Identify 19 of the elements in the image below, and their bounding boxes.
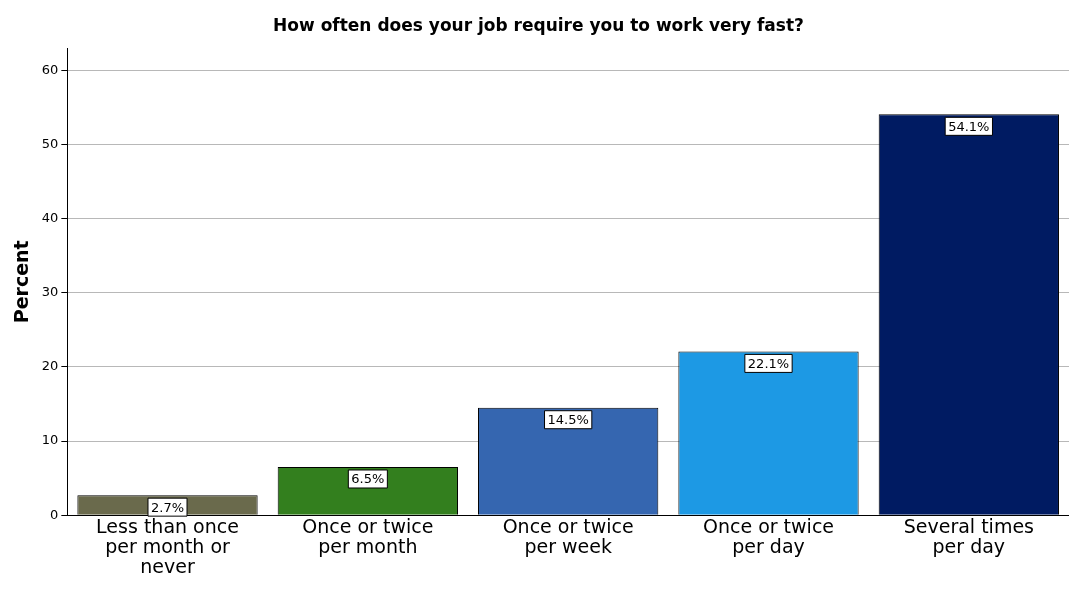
y-tick-label: 40	[41, 210, 59, 226]
y-tick-label: 60	[41, 62, 59, 77]
x-tick-label: Several times per day	[903, 515, 1034, 558]
x-tick-label: Once or twice per month	[302, 515, 434, 558]
data-label: 6.5%	[351, 471, 385, 487]
x-tick-label: Less than once per month or never	[96, 515, 239, 577]
y-tick-label: 10	[41, 432, 59, 448]
data-label: 14.5%	[547, 412, 589, 428]
y-tick-label: 50	[41, 136, 59, 152]
y-tick-label: 0	[50, 506, 59, 522]
x-tick-label: Once or twice per week	[502, 515, 634, 558]
y-axis-title: Percent	[10, 240, 33, 324]
x-tick-label: Once or twice per day	[702, 515, 835, 558]
chart-title: How often does your job require you to work very fast?	[273, 14, 804, 35]
data-label: 2.7%	[150, 499, 185, 515]
y-tick-label: 30	[41, 284, 59, 300]
data-label: 54.1%	[948, 118, 990, 134]
y-tick-label: 20	[41, 358, 59, 374]
data-label: 22.1%	[747, 355, 790, 371]
